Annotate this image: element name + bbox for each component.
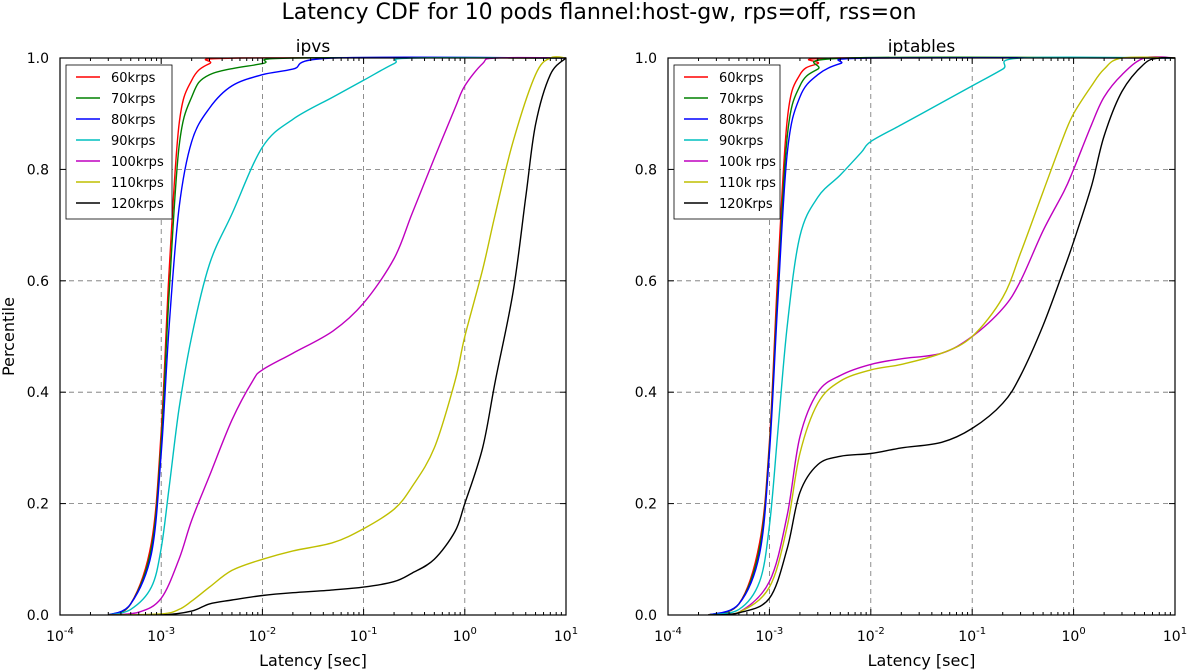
x-tick-label: 100 (1061, 626, 1085, 645)
figure-title: Latency CDF for 10 pods flannel:host-gw,… (282, 0, 917, 25)
iptables-chart-panel: 10-4 10-3 10-2 10-1 100 101 0.0 0.2 0.4 0.6 0.8 1.0… (635, 37, 1187, 670)
legend-label-80krps: 80krps (111, 113, 156, 128)
x-tick-label: 10-1 (350, 626, 378, 645)
x-tick-label: 10-4 (46, 626, 74, 645)
legend-label-90krps: 90krps (111, 134, 156, 149)
y-tick-label: 1.0 (635, 51, 657, 67)
y-axis-label: Percentile (0, 297, 18, 376)
y-tick-label: 0.4 (27, 385, 49, 401)
y-tick-label: 0.8 (27, 162, 49, 178)
legend-label-110krps: 110krps (111, 176, 164, 191)
series-line-110k-rps (708, 56, 1175, 615)
x-tick-label: 10-3 (147, 626, 175, 645)
y-tick-label: 0.2 (635, 497, 657, 513)
series-line-90krps (108, 56, 566, 615)
legend-box (65, 64, 173, 220)
x-tick-label: 10-4 (654, 626, 682, 645)
x-tick-label: 100 (453, 626, 477, 645)
x-tick-label: 10-3 (755, 626, 783, 645)
x-tick-label: 101 (554, 626, 578, 645)
x-tick-label: 10-2 (248, 626, 276, 645)
axis-ticks: 10-4 10-3 10-2 10-1 100 101 0.0 0.2 0.4 0.6 0.8 1.0 (27, 51, 578, 645)
series-line-120krps (708, 56, 1175, 615)
plot-frame (667, 57, 1176, 616)
y-tick-label: 0.0 (27, 608, 49, 624)
legend-label-120krps: 120krps (111, 197, 164, 212)
series-line-120krps (108, 57, 566, 615)
legend: 60krps 70krps 80krps 90krps 100krps 110krps 12… (65, 64, 173, 220)
series-line-60krps (107, 56, 566, 615)
panel-title-iptables: iptables (888, 37, 956, 57)
legend-box (673, 64, 781, 220)
y-tick-label: 1.0 (27, 51, 49, 67)
series-line-90krps (708, 56, 1175, 615)
y-tick-label: 0.0 (635, 608, 657, 624)
y-tick-label: 0.6 (27, 274, 49, 290)
axis-ticks: 10-4 10-3 10-2 10-1 100 101 0.0 0.2 0.4 0.6 0.8 1.0 (635, 51, 1187, 645)
legend-label-60krps: 60krps (111, 71, 156, 86)
legend-label-90krps: 90krps (719, 134, 764, 149)
plot-frame (59, 57, 567, 616)
legend-label-70krps: 70krps (719, 92, 764, 107)
ipvs-chart-panel: 10-4 10-3 10-2 10-1 100 101 0.0 0.2 0.4 0.6 0.8 1.0… (0, 37, 578, 670)
y-tick-label: 0.8 (635, 162, 657, 178)
x-axis-label: Latency [sec] (868, 651, 976, 670)
legend-label-60krps: 60krps (719, 71, 764, 86)
x-axis-label: Latency [sec] (259, 651, 367, 670)
series-line-110krps (108, 56, 566, 615)
y-tick-label: 0.4 (635, 385, 657, 401)
series-line-80krps (107, 56, 566, 615)
legend-label-120krps: 120Krps (719, 197, 773, 212)
legend-label-80krps: 80krps (719, 113, 764, 128)
series-line-100krps (108, 56, 566, 615)
y-tick-label: 0.2 (27, 497, 49, 513)
legend-label-100krps: 100krps (111, 155, 164, 170)
x-tick-label: 10-1 (958, 626, 986, 645)
legend-label-100k-rps: 100k rps (719, 155, 776, 170)
legend-label-70krps: 70krps (111, 92, 156, 107)
y-tick-label: 0.6 (635, 274, 657, 290)
legend-label-110k-rps: 110k rps (719, 176, 776, 191)
legend: 60krps 70krps 80krps 90krps 100k rps 110k rps… (673, 64, 781, 220)
x-tick-label: 101 (1163, 626, 1187, 645)
panel-title-ipvs: ipvs (296, 37, 331, 57)
series-lines (107, 56, 566, 615)
x-tick-label: 10-2 (857, 626, 885, 645)
